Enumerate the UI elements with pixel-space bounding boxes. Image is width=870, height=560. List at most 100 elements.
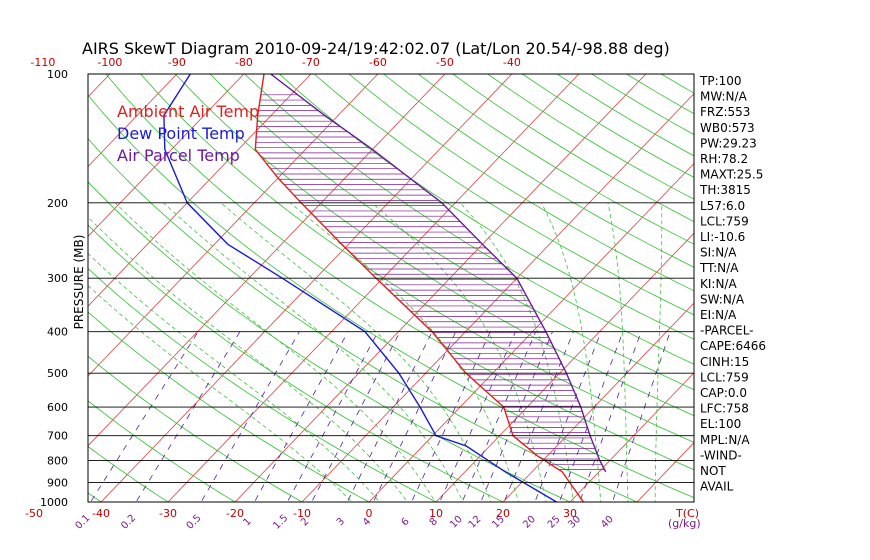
index-item: SI:N/A <box>700 246 737 260</box>
mixing-ratio-label: 3 <box>335 516 347 528</box>
index-item: CAPE:6466 <box>700 339 766 353</box>
dry-adiabat-line <box>244 74 694 365</box>
moist-adiabat-line <box>220 202 492 502</box>
pressure-tick-label: 400 <box>47 326 68 339</box>
bottom-temp-tick-label: -20 <box>226 507 244 520</box>
index-item: L57:6.0 <box>700 199 745 213</box>
bottom-temp-tick-label: -10 <box>293 507 311 520</box>
isotherm-line <box>88 74 178 168</box>
dry-adiabat-line <box>313 74 694 316</box>
isotherm-line <box>435 232 694 502</box>
index-item: MAXT:25.5 <box>700 168 763 182</box>
dry-adiabat-line <box>348 74 694 292</box>
isotherm-line <box>301 93 694 502</box>
isotherm-line <box>88 74 446 447</box>
isotherm-line <box>234 74 647 502</box>
mixing-ratio-label: 20 <box>521 514 538 531</box>
legend-entry: Ambient Air Temp <box>117 102 259 121</box>
pressure-tick-label: 700 <box>47 430 68 443</box>
top-temp-tick-label: -80 <box>235 56 253 69</box>
mixing-ratio-line <box>346 331 433 502</box>
mixing-ratio-line <box>579 331 642 502</box>
mixing-ratio-label: 0.2 <box>119 513 138 532</box>
index-item: KI:N/A <box>700 277 737 291</box>
moist-adiabat-line <box>371 202 547 502</box>
mixing-ratio-line <box>411 331 491 502</box>
y-axis-label: PRESSURE (MB) <box>72 235 86 330</box>
mixing-ratio-label: 10 <box>448 514 465 531</box>
mixing-ratio-label: 25 <box>546 514 563 531</box>
dry-adiabat-line <box>521 74 694 178</box>
bottom-temp-tick-label: 30 <box>563 507 577 520</box>
isotherm-line <box>88 74 379 377</box>
mixing-ratio-label: 1 <box>241 516 253 528</box>
bottom-temp-tick-label: 0 <box>366 507 373 520</box>
isotherm-line <box>100 74 513 502</box>
dry-adiabat-line <box>105 74 694 471</box>
index-item: -PARCEL- <box>700 324 754 338</box>
moist-adiabat-line <box>88 216 408 502</box>
mixing-ratio-line <box>253 331 349 502</box>
chart-title: AIRS SkewT Diagram 2010-09-24/19:42:02.0… <box>82 39 670 58</box>
mixing-ratio-line <box>372 331 457 502</box>
index-item: NOT <box>700 464 726 478</box>
mixing-ratio-line <box>461 331 537 502</box>
legend-entry: Dew Point Temp <box>117 124 245 143</box>
dry-adiabat-line <box>88 400 236 502</box>
series-line-air-parcel-temp <box>270 74 607 473</box>
top-temp-tick-label: -110 <box>30 56 55 69</box>
index-item: LCL:759 <box>700 370 749 384</box>
index-item: TT:N/A <box>699 261 739 275</box>
index-item: TP:100 <box>699 74 742 88</box>
mixing-ratio-line <box>480 331 553 502</box>
pressure-tick-label: 1000 <box>40 496 68 509</box>
top-temp-tick-label: -60 <box>369 56 387 69</box>
top-temp-tick-label: -100 <box>97 56 122 69</box>
bottom-temp-tick-label: -50 <box>25 507 43 520</box>
dry-adiabat-line <box>382 74 694 268</box>
series-line-ambient-air-temp <box>254 74 584 502</box>
dry-adiabat-line <box>88 94 694 499</box>
index-item: LCL:759 <box>700 214 749 228</box>
legend-entry: Air Parcel Temp <box>117 146 240 165</box>
isotherm-line <box>88 74 245 237</box>
mixing-ratio-line <box>611 331 671 502</box>
dry-adiabat-line <box>209 74 694 391</box>
index-item: CAP:0.0 <box>700 386 747 400</box>
index-item: SW:N/A <box>700 292 745 306</box>
mixing-ratio-label: 1.5 <box>271 513 290 532</box>
bottom-temp-tick-label: -30 <box>159 507 177 520</box>
mixing-ratio-line <box>558 331 624 502</box>
dry-adiabat-line <box>140 74 694 443</box>
pressure-tick-label: 100 <box>47 68 68 81</box>
dry-adiabat-line <box>88 355 303 502</box>
index-item: EI:N/A <box>700 308 737 322</box>
isotherm-line <box>167 74 580 502</box>
isotherm-line <box>502 302 694 502</box>
dry-adiabat-line <box>88 138 639 502</box>
mixing-ratio-line <box>286 331 379 502</box>
isotherm-line <box>762 54 870 511</box>
bottom-temp-tick-label: 10 <box>429 507 443 520</box>
grid-layer <box>88 54 870 511</box>
bottom-temp-tick-label: -40 <box>92 507 110 520</box>
pressure-tick-label: 500 <box>47 367 68 380</box>
mixing-ratio-label: 40 <box>599 514 616 531</box>
index-item: WB0:573 <box>700 121 755 135</box>
mixing-ratio-line <box>534 331 602 502</box>
mixing-unit-label: (g/kg) <box>668 517 701 530</box>
index-item: TH:3815 <box>699 183 751 197</box>
dry-adiabat-line <box>278 74 694 340</box>
mixing-ratio-label: 0.1 <box>74 513 93 532</box>
index-item: LI:-10.6 <box>700 230 745 244</box>
index-item: CINH:15 <box>700 355 749 369</box>
pressure-tick-label: 900 <box>47 476 68 489</box>
bottom-temp-tick-label: 20 <box>496 507 510 520</box>
moist-adiabat-line <box>289 202 519 502</box>
pressure-tick-label: 200 <box>47 197 68 210</box>
index-item: RH:78.2 <box>700 152 748 166</box>
index-item: AVAIL <box>700 480 734 494</box>
